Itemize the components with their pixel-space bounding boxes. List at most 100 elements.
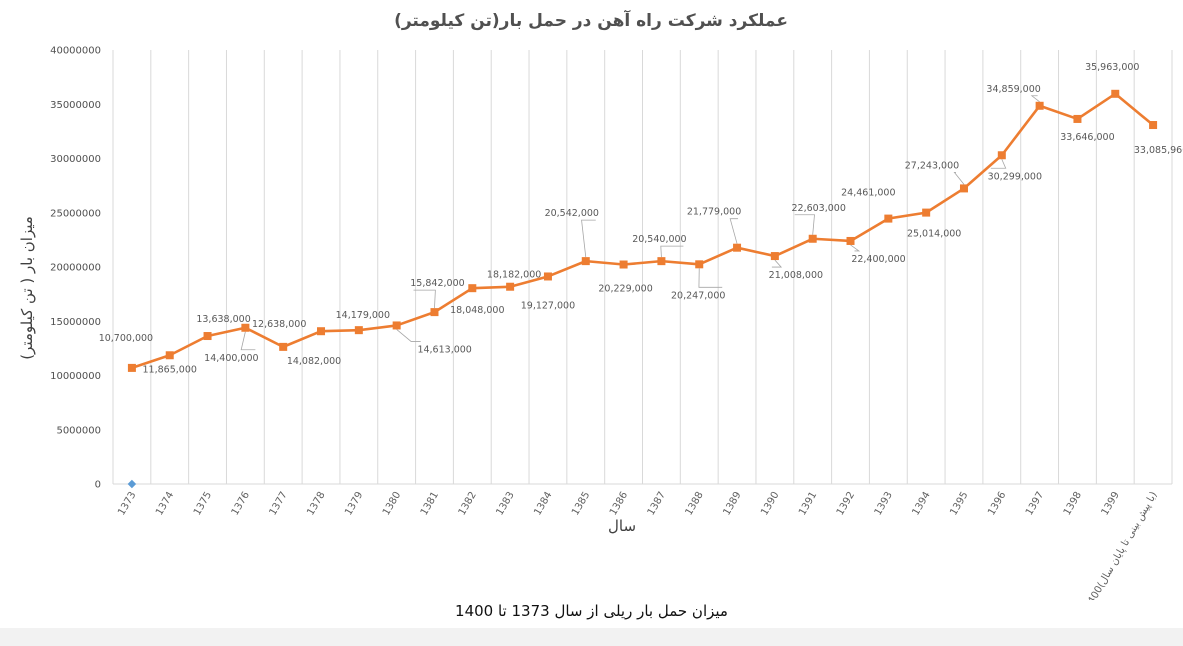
data-label: 20,247,000 [671,290,725,301]
data-label: 27,243,000 [905,160,959,171]
data-point-marker [203,332,212,341]
chart-area: عملکرد شرکت راه آهن در حمل بار(تن کیلومت… [18,9,1183,600]
data-point-marker [959,184,968,193]
data-label: 20,229,000 [598,284,652,295]
x-tick-label: 1399 [1100,490,1122,518]
x-tick-label: 1389 [721,490,743,518]
data-label: 21,779,000 [687,207,741,218]
data-point-marker [657,257,666,266]
data-label: 20,540,000 [632,234,686,245]
data-label: 14,613,000 [417,344,471,355]
x-tick-label: 1400(با پیش بینی تا پایان سال) [1083,490,1160,600]
data-label: 33,646,000 [1060,132,1114,143]
data-label: 14,179,000 [336,310,390,321]
data-label: 22,400,000 [851,254,905,265]
y-tick-label: 25000000 [50,208,101,219]
label-leader-line [240,331,256,351]
data-label: 25,014,000 [907,229,961,240]
label-leader-line [850,244,861,252]
series-markers [127,89,1158,489]
label-leader-line [413,289,436,309]
label-leader-line [396,329,421,342]
data-point-marker [392,321,401,330]
data-label: 11,865,000 [143,364,197,375]
data-label: 18,048,000 [450,305,504,316]
x-tick-label: 1392 [835,490,857,518]
x-tick-label: 1384 [532,490,554,518]
data-point-marker [543,272,552,281]
data-point-marker [997,151,1006,160]
data-label: 24,461,000 [841,188,895,199]
x-tick-label: 1396 [986,490,1008,518]
data-label: 22,603,000 [791,203,845,214]
label-leader-line [660,245,684,258]
y-axis-ticks: 0 5000000 10000000 15000000 20000000 25000000… [50,46,101,491]
y-tick-label: 20000000 [50,263,101,274]
data-point-marker [884,214,893,223]
data-label: 13,638,000 [196,314,250,325]
x-tick-label: 1386 [608,490,630,518]
data-point-marker [1149,121,1158,130]
x-tick-label: 1388 [684,490,706,518]
series-line-path [131,92,1154,370]
x-tick-label: 1381 [419,490,441,518]
x-tick-label: 1393 [873,490,895,518]
chart-title: عملکرد شرکت راه آهن در حمل بار(تن کیلومت… [394,9,788,31]
data-point-marker [1073,114,1082,123]
x-tick-label: 1373 [116,490,138,518]
label-leader-lines [240,95,1040,351]
data-point-marker [581,257,590,266]
x-tick-label: 1397 [1024,490,1046,518]
y-tick-label: 5000000 [56,425,101,436]
x-tick-label: 1391 [797,490,819,518]
x-tick-label: 1383 [494,490,516,518]
y-tick-label: 15000000 [50,317,101,328]
data-label: 35,963,000 [1085,62,1139,73]
y-axis-title: میزان بار ( تن کیلومتر) [18,216,36,360]
data-label: 10,700,000 [99,333,153,344]
gridlines [112,50,1173,485]
footer-strip [0,628,1183,646]
data-label: 14,400,000 [204,353,258,364]
x-tick-label: 1378 [305,490,327,518]
label-leader-line [698,268,723,288]
x-tick-label: 1380 [381,490,403,518]
data-label: 15,842,000 [410,278,464,289]
x-tick-label: 1387 [646,490,668,518]
label-leader-line [1030,95,1040,103]
data-point-marker [506,282,515,291]
data-label: 18,182,000 [487,270,541,281]
figure-caption: میزان حمل بار ریلی از سال 1373 تا 1400 [455,602,728,620]
data-label: 20,542,000 [545,208,599,219]
data-point-marker [619,260,628,269]
data-point-marker [1035,101,1044,110]
x-axis-title: سال [608,517,636,535]
data-point-marker [808,234,817,243]
label-leader-line [729,218,739,244]
x-axis-ticks: 1373 1374 1375 1376 1377 1378 1379 1380 1381 1382… [116,490,1159,600]
data-point-marker [317,327,326,336]
series-line [131,92,1154,370]
y-tick-label: 10000000 [50,371,101,382]
x-tick-label: 1379 [343,490,365,518]
data-point-marker [468,284,477,293]
data-point-marker [430,308,439,317]
x-tick-label: 1385 [570,490,592,518]
data-labels: 10,700,000 11,865,000 13,638,000 14,400,000… [99,62,1183,375]
data-label: 33,085,960 [1134,145,1183,156]
label-leader-line [990,159,1007,169]
x-tick-label: 1390 [759,490,781,518]
data-point-marker [1111,89,1120,98]
y-tick-label: 0 [95,480,101,491]
x-tick-label: 1394 [911,490,933,518]
x-tick-label: 1382 [457,490,479,518]
label-leader-line [771,259,783,268]
y-tick-label: 35000000 [50,100,101,111]
data-label: 34,859,000 [986,84,1040,95]
x-tick-label: 1374 [154,490,176,518]
data-point-marker [770,252,779,261]
label-leader-line [794,214,815,235]
data-point-marker [354,326,363,335]
x-tick-label: 1376 [230,490,252,518]
data-point-marker [733,243,742,252]
